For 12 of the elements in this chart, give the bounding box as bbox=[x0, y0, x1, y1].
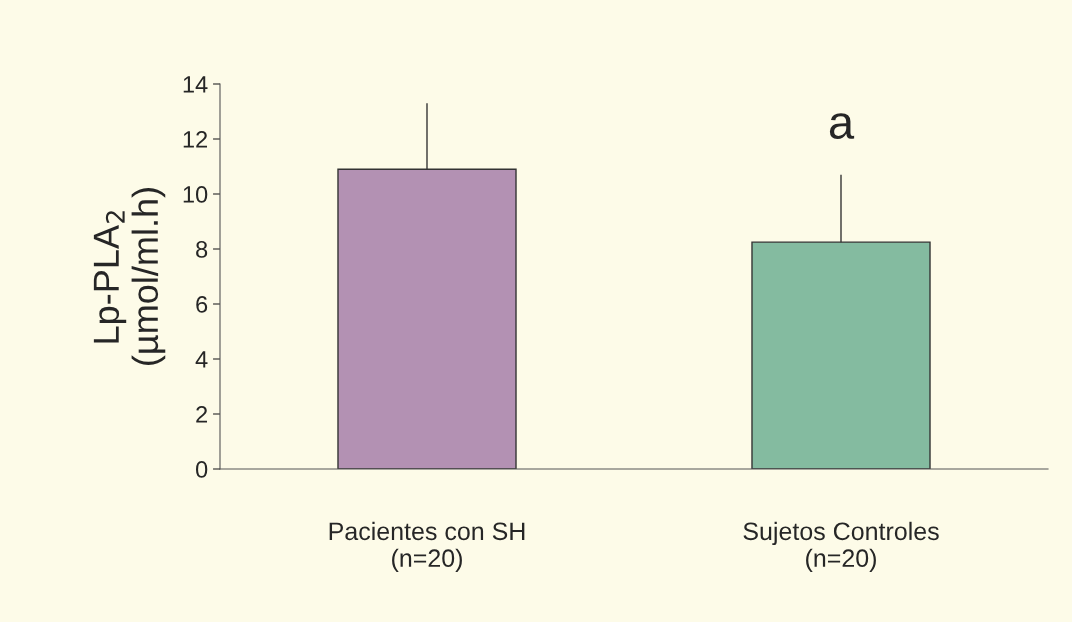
y-tick-label: 4 bbox=[195, 351, 208, 368]
y-tick-label: 12 bbox=[183, 131, 208, 148]
y-tick-label: 6 bbox=[196, 296, 208, 313]
y-tick-label: 14 bbox=[183, 76, 208, 93]
y-tick-label: 2 bbox=[196, 406, 208, 423]
y-axis-title: Lp-PLA$_{2}$ (µmol/ml.h) bbox=[93, 188, 166, 365]
x-tick-label: Pacientes con SH (n=20) bbox=[329, 521, 525, 572]
y-tick-label: 8 bbox=[196, 241, 208, 258]
annotation: a bbox=[829, 113, 855, 140]
y-tick-label: 0 bbox=[195, 461, 208, 478]
y-tick-label: 10 bbox=[183, 186, 208, 203]
x-tick-label: Sujetos Controles (n=20) bbox=[743, 521, 939, 572]
